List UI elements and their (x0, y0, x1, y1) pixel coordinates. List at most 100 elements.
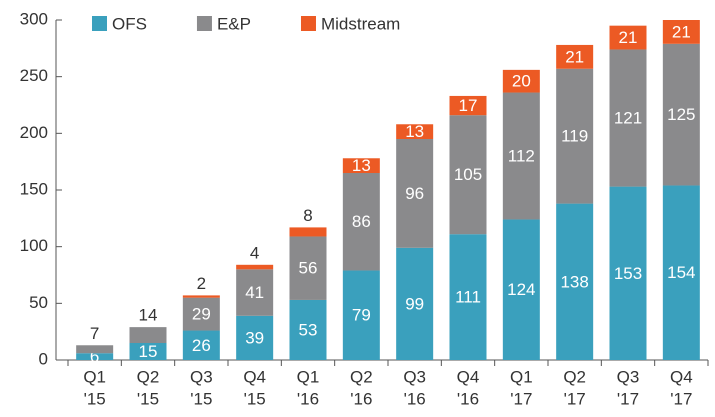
bar-segment (502, 219, 540, 360)
bar-segment (182, 295, 220, 298)
data-label: 138 (560, 272, 588, 291)
legend-label: OFS (112, 14, 147, 33)
bar-segment (609, 186, 647, 360)
data-label: 4 (250, 243, 259, 262)
data-label: 125 (667, 105, 695, 124)
data-label: 21 (672, 22, 691, 41)
x-tick-label: Q4 (670, 367, 693, 386)
bar-segment (289, 236, 327, 300)
y-tick-label: 300 (20, 9, 48, 28)
data-label: 39 (245, 328, 264, 347)
legend-swatch (196, 16, 212, 31)
data-label: 99 (405, 294, 424, 313)
bar-segment (609, 49, 647, 187)
x-tick-label: Q1 (83, 367, 106, 386)
bar-segment (662, 185, 700, 360)
legend-label: E&P (217, 14, 251, 33)
bar-segment (76, 353, 114, 360)
x-tick-label: '17 (564, 389, 586, 408)
bar-segment (342, 270, 380, 360)
data-label: 13 (352, 156, 371, 175)
data-label: 119 (561, 127, 588, 146)
x-tick-label: Q2 (563, 367, 586, 386)
bar-segment (556, 68, 594, 204)
data-label: 29 (192, 305, 211, 324)
bar-segment (182, 297, 220, 331)
bar-segment (449, 234, 487, 360)
data-label: 20 (512, 72, 531, 91)
bar-segment (502, 92, 540, 220)
bar-segment (662, 43, 700, 186)
bar-segment (182, 330, 220, 360)
data-label: 21 (619, 28, 638, 47)
data-label: 26 (192, 336, 211, 355)
bar-segment (556, 44, 594, 69)
bar-segment (502, 69, 540, 93)
x-tick-label: '15 (84, 389, 106, 408)
data-label: 79 (352, 306, 371, 325)
data-label: 15 (139, 342, 158, 361)
x-tick-label: '15 (137, 389, 159, 408)
legend-swatch (300, 16, 316, 31)
x-tick-label: Q4 (243, 367, 266, 386)
bar-segment (236, 269, 274, 316)
bar-segment (396, 247, 434, 360)
x-tick-label: '16 (350, 389, 372, 408)
bar-segment (609, 25, 647, 50)
data-label: 53 (299, 320, 318, 339)
data-label: 121 (614, 109, 642, 128)
data-label: 21 (565, 47, 584, 66)
x-tick-label: '16 (457, 389, 479, 408)
data-label: 6 (90, 347, 99, 366)
y-tick-label: 100 (20, 236, 48, 255)
x-tick-label: Q4 (457, 367, 480, 386)
data-label: 8 (303, 206, 312, 225)
x-tick-label: Q1 (297, 367, 320, 386)
x-tick-label: '16 (297, 389, 319, 408)
y-tick-label: 50 (29, 293, 48, 312)
bar-segment (129, 343, 167, 360)
bar-segment (342, 158, 380, 173)
data-label: 86 (352, 212, 371, 231)
data-label: 7 (90, 324, 99, 343)
x-tick-label: '17 (510, 389, 532, 408)
data-label: 111 (455, 288, 481, 307)
data-label: 105 (454, 165, 482, 184)
bar-segment (662, 20, 700, 44)
x-tick-label: Q2 (137, 367, 160, 386)
data-label: 124 (507, 280, 535, 299)
data-label: 154 (667, 263, 695, 282)
y-tick-label: 200 (20, 123, 48, 142)
legend-swatch (92, 16, 107, 31)
data-label: 96 (405, 184, 424, 203)
x-tick-label: '17 (670, 389, 692, 408)
legend-label: Midstream (321, 14, 400, 33)
bar-segment (236, 315, 274, 360)
x-tick-label: Q3 (403, 367, 426, 386)
data-label: 112 (508, 146, 535, 165)
bar-segment (396, 124, 434, 139)
x-tick-label: Q3 (190, 367, 213, 386)
data-label: 14 (139, 306, 158, 325)
data-label: 17 (459, 96, 478, 115)
data-label: 2 (197, 274, 206, 293)
bar-segment (449, 95, 487, 116)
x-tick-label: '15 (190, 389, 212, 408)
data-label: 153 (614, 264, 642, 283)
bar-segment (289, 227, 327, 237)
data-label: 56 (299, 259, 318, 278)
x-tick-label: Q2 (350, 367, 373, 386)
bar-segment (289, 299, 327, 360)
x-tick-label: '15 (244, 389, 266, 408)
x-tick-label: Q1 (510, 367, 533, 386)
x-tick-label: Q3 (617, 367, 640, 386)
data-label: 41 (245, 283, 264, 302)
bar-segment (342, 173, 380, 271)
x-tick-label: '17 (617, 389, 639, 408)
y-tick-label: 250 (20, 66, 48, 85)
y-tick-label: 0 (39, 349, 48, 368)
x-tick-label: '16 (404, 389, 426, 408)
bar-segment (556, 203, 594, 360)
y-tick-label: 150 (20, 179, 48, 198)
